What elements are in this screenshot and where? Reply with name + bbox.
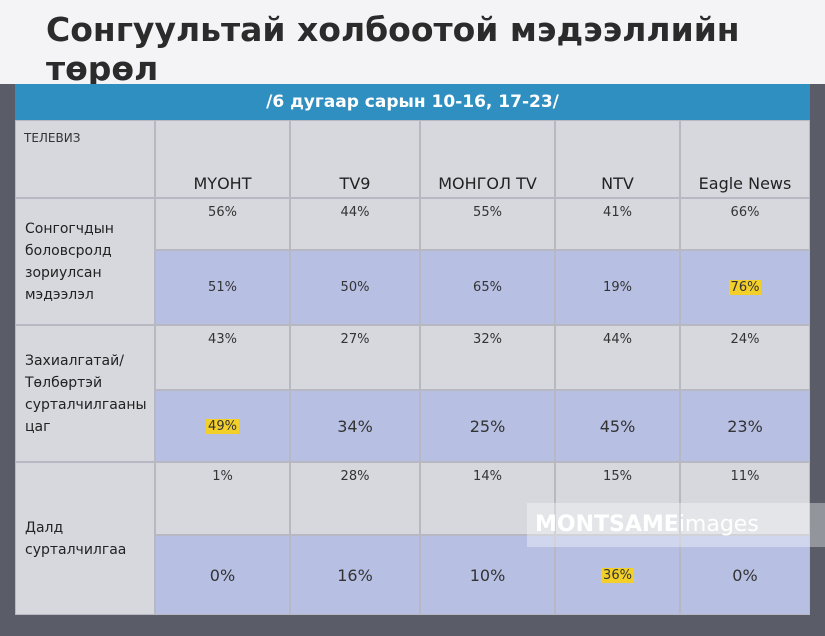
table-cell: 15%	[555, 462, 680, 535]
row-label: Захиалгатай/ Төлбөртэй сурталчилгааны ца…	[25, 352, 147, 435]
table-cell: 36%	[555, 535, 680, 615]
table-cell: 16%	[290, 535, 420, 615]
cell-value: 15%	[603, 469, 632, 484]
column-header: TV9	[290, 120, 420, 198]
table-cell: 0%	[155, 535, 290, 615]
cell-value: 43%	[208, 332, 237, 347]
row-label: Сонгогчдын боловсролд зориулсан мэдээлэл	[25, 220, 114, 303]
table-cell: 66%	[680, 198, 810, 250]
watermark-suffix: images	[678, 512, 759, 537]
cell-value: 32%	[473, 332, 502, 347]
table-cell: 34%	[290, 390, 420, 462]
table-cell: 25%	[420, 390, 555, 462]
table-cell: 56%	[155, 198, 290, 250]
cell-value: 10%	[469, 565, 506, 585]
row-bg	[15, 198, 155, 325]
table-cell: 10%	[420, 535, 555, 615]
cell-value: 44%	[603, 332, 632, 347]
cell-value: 76%	[728, 280, 762, 295]
corner-cell: ТЕЛЕВИЗ	[15, 120, 155, 198]
table-cell: 45%	[555, 390, 680, 462]
table-cell: 43%	[155, 325, 290, 390]
column-header: МҮОНТ	[155, 120, 290, 198]
table-cell: 28%	[290, 462, 420, 535]
cell-value: 34%	[337, 416, 373, 436]
column-header: Eagle News	[680, 120, 810, 198]
column-header: NTV	[555, 120, 680, 198]
cell-value: 41%	[603, 205, 632, 220]
cell-value: 28%	[340, 469, 370, 484]
watermark: MONTSAMEimages	[527, 503, 825, 547]
title: Сонгуультай холбоотой мэдээллийн төрөл	[46, 10, 740, 88]
cell-value: 23%	[727, 416, 763, 436]
table-cell: 41%	[555, 198, 680, 250]
watermark-brand: MONTSAME	[535, 512, 679, 537]
cell-value: 44%	[340, 205, 370, 220]
table-cell: 65%	[420, 250, 555, 325]
cell-value: 24%	[730, 332, 760, 347]
cell-value: 65%	[473, 280, 502, 295]
row-label: Далд сурталчилгаа	[25, 519, 127, 558]
cell-value: 55%	[473, 205, 502, 220]
cell-value: 45%	[599, 416, 636, 436]
cell-value: 1%	[212, 469, 233, 484]
table-cell: 44%	[555, 325, 680, 390]
cell-value: 25%	[469, 416, 506, 436]
cell-value: 51%	[208, 280, 237, 295]
table-cell: 44%	[290, 198, 420, 250]
cell-value: 36%	[601, 567, 634, 583]
subtitle-bar: /6 дугаар сарын 10-16, 17-23/	[15, 84, 810, 120]
cell-value: 0%	[732, 565, 758, 585]
row-bg	[15, 462, 155, 615]
cell-value: 16%	[337, 565, 373, 585]
row-bg	[15, 325, 155, 462]
table-cell: 50%	[290, 250, 420, 325]
cell-value: 49%	[206, 418, 239, 434]
table-cell: 0%	[680, 535, 810, 615]
title-area: Сонгуультай холбоотой мэдээллийн төрөл	[0, 0, 825, 88]
table-cell: 55%	[420, 198, 555, 250]
cell-value: 66%	[730, 205, 760, 220]
cell-value: 14%	[473, 469, 502, 484]
table-cell: 11%	[680, 462, 810, 535]
cell-value: 0%	[209, 565, 236, 585]
column-header: МОНГОЛ TV	[420, 120, 555, 198]
table-cell: 49%	[155, 390, 290, 462]
table-cell: 19%	[555, 250, 680, 325]
cell-value: 19%	[603, 280, 632, 295]
table-cell: 51%	[155, 250, 290, 325]
table-cell: 23%	[680, 390, 810, 462]
table-cell: 76%	[680, 250, 810, 325]
cell-value: 11%	[730, 469, 760, 484]
table-cell: 24%	[680, 325, 810, 390]
table-cell: 32%	[420, 325, 555, 390]
table-cell: 27%	[290, 325, 420, 390]
table-cell: 14%	[420, 462, 555, 535]
cell-value: 56%	[208, 205, 237, 220]
table-cell: 1%	[155, 462, 290, 535]
cell-value: 27%	[340, 332, 370, 347]
cell-value: 50%	[340, 280, 370, 295]
